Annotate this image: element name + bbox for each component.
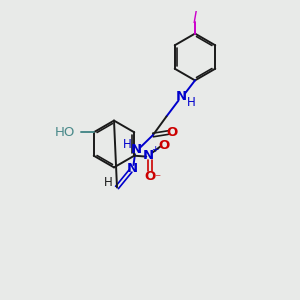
Text: ⁻: ⁻	[154, 172, 160, 185]
Text: N: N	[143, 148, 154, 162]
Text: O: O	[145, 169, 156, 183]
Text: H: H	[187, 96, 196, 109]
Text: +: +	[152, 145, 159, 154]
Text: O: O	[158, 139, 169, 152]
Text: H: H	[104, 176, 113, 189]
Text: O: O	[167, 125, 178, 139]
Text: I: I	[193, 11, 197, 26]
Text: N: N	[126, 161, 138, 175]
Text: N: N	[131, 142, 142, 156]
Text: H: H	[122, 137, 131, 151]
Text: N: N	[176, 90, 187, 104]
Text: HO: HO	[55, 126, 75, 139]
